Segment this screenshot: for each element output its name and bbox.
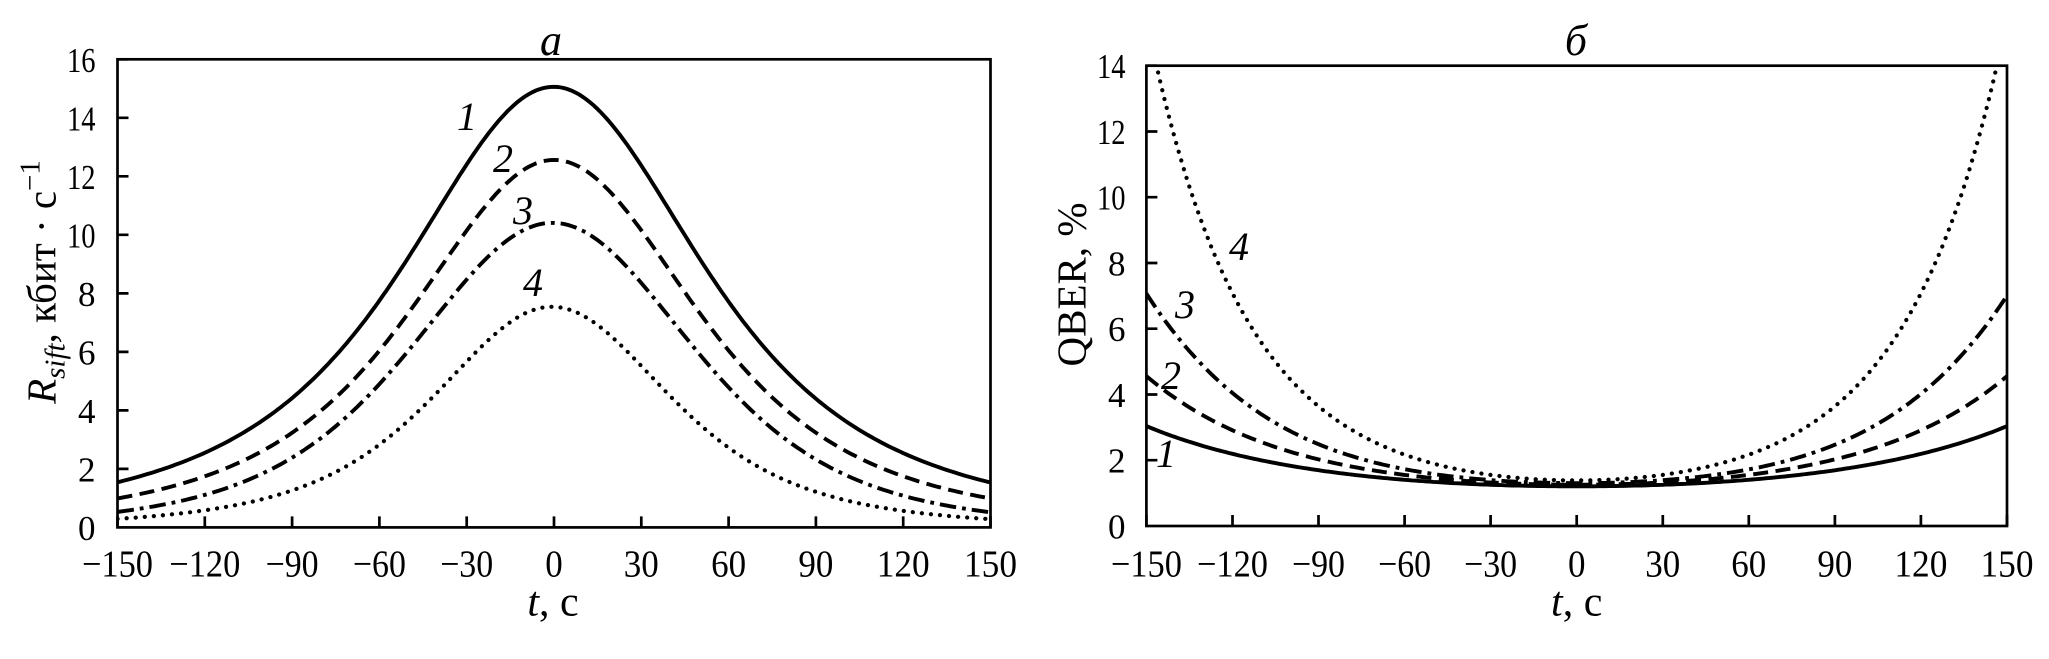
svg-text:120: 120 (877, 543, 930, 585)
svg-text:60: 60 (1731, 543, 1766, 585)
svg-text:8: 8 (1108, 245, 1126, 284)
svg-text:−30: −30 (440, 543, 493, 585)
svg-text:4: 4 (523, 260, 543, 305)
svg-text:10: 10 (1097, 179, 1126, 218)
svg-text:−120: −120 (169, 543, 240, 585)
svg-text:30: 30 (1645, 543, 1680, 585)
svg-text:0: 0 (78, 509, 96, 548)
svg-text:16: 16 (67, 41, 96, 80)
svg-text:−60: −60 (353, 543, 406, 585)
svg-text:4: 4 (78, 392, 96, 431)
svg-text:−90: −90 (1292, 543, 1345, 585)
svg-text:t, с: t, с (527, 580, 578, 626)
svg-text:6: 6 (78, 333, 96, 372)
svg-text:10: 10 (67, 216, 96, 255)
svg-text:14: 14 (67, 99, 96, 138)
svg-text:−150: −150 (1111, 543, 1182, 585)
svg-text:1: 1 (1156, 431, 1176, 476)
svg-text:−60: −60 (1378, 543, 1431, 585)
svg-text:14: 14 (1097, 47, 1126, 86)
svg-text:2: 2 (1161, 353, 1181, 398)
svg-text:−30: −30 (1464, 543, 1517, 585)
svg-text:a: a (540, 16, 562, 65)
svg-text:12: 12 (67, 158, 96, 197)
svg-text:−120: −120 (1197, 543, 1268, 585)
svg-text:150: 150 (1981, 543, 2034, 585)
svg-text:3: 3 (1174, 282, 1195, 327)
svg-text:30: 30 (624, 543, 659, 585)
svg-text:6: 6 (1108, 310, 1126, 349)
svg-text:t, с: t, с (1551, 580, 1602, 626)
svg-text:0: 0 (1568, 543, 1586, 585)
svg-text:4: 4 (1108, 376, 1126, 415)
svg-text:−90: −90 (266, 543, 319, 585)
svg-text:90: 90 (1817, 543, 1852, 585)
svg-text:б: б (1565, 16, 1589, 65)
svg-text:4: 4 (1229, 224, 1249, 269)
svg-text:QBER, %: QBER, % (1049, 203, 1095, 367)
svg-text:−150: −150 (82, 543, 153, 585)
svg-text:90: 90 (798, 543, 833, 585)
svg-text:Rsift, кбит · с−1: Rsift, кбит · с−1 (15, 160, 72, 405)
svg-text:8: 8 (78, 275, 96, 314)
svg-text:2: 2 (493, 136, 513, 181)
svg-text:2: 2 (1108, 442, 1126, 481)
svg-text:150: 150 (964, 543, 1017, 585)
svg-text:2: 2 (78, 450, 96, 489)
svg-text:0: 0 (1108, 508, 1126, 547)
svg-text:120: 120 (1894, 543, 1947, 585)
svg-text:1: 1 (457, 94, 477, 139)
svg-text:60: 60 (711, 543, 746, 585)
svg-text:3: 3 (512, 188, 533, 233)
svg-text:0: 0 (545, 543, 563, 585)
svg-text:12: 12 (1097, 113, 1126, 152)
